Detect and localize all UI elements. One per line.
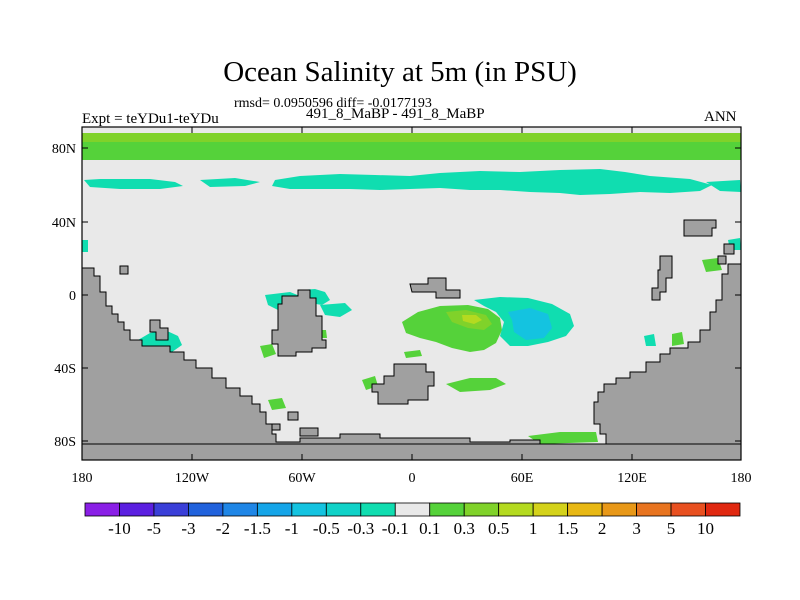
land-east-continent — [593, 263, 742, 445]
colorbar-box-17 — [670, 502, 706, 517]
colorbar-label-16: 5 — [667, 519, 676, 538]
lat-tick-labels: 80N 40N 0 40S 80S — [52, 142, 76, 450]
colorbar-box-16 — [636, 502, 672, 517]
negative-streak-north-4 — [706, 180, 741, 192]
lat-tick-80n: 80N — [52, 142, 76, 157]
arctic-band-small — [82, 142, 741, 160]
colorbar-label-15: 3 — [632, 519, 641, 538]
colorbar-box-7 — [325, 502, 362, 517]
season-label: ANN — [704, 109, 737, 125]
colorbar-label-2: -3 — [181, 519, 195, 538]
colorbar-box-15 — [601, 502, 637, 517]
colorbar-box-10 — [429, 502, 465, 517]
colorbar-label-17: 10 — [697, 519, 714, 538]
negative-streak-north-1 — [84, 179, 183, 189]
colorbar: -10 -5 -3 -2 -1.5 -1 -0.5 -0.3 -0.1 0.1 0.3 0.5 1 1.5… — [84, 502, 741, 538]
colorbar-label-6: -0.5 — [313, 519, 340, 538]
colorbar-label-5: -1 — [285, 519, 299, 538]
negative-patch-pacific-3 — [320, 303, 352, 317]
colorbar-label-11: 0.5 — [488, 519, 509, 538]
colorbar-box-1 — [119, 502, 155, 517]
colorbar-box-9 — [394, 502, 431, 517]
lon-tick-0: 0 — [409, 471, 416, 486]
land-south-pacific-islets — [271, 411, 319, 437]
positive-blip-6 — [268, 398, 286, 410]
land-north-island — [409, 277, 461, 299]
land-small-island-1 — [149, 319, 169, 341]
colorbar-box-0 — [84, 502, 120, 517]
lon-tick-180e: 180 — [731, 471, 752, 486]
negative-streak-north-2 — [200, 178, 260, 187]
colorbar-label-9: 0.1 — [419, 519, 440, 538]
colorbar-label-10: 0.3 — [454, 519, 475, 538]
lat-tick-40s: 40S — [54, 362, 76, 377]
colorbar-box-13 — [532, 502, 569, 517]
positive-blip-3 — [404, 350, 422, 358]
colorbar-label-7: -0.3 — [347, 519, 374, 538]
negative-blip-3 — [644, 334, 656, 346]
positive-blip-9 — [672, 332, 684, 346]
colorbar-label-0: -10 — [108, 519, 131, 538]
positive-blip-1 — [260, 344, 276, 358]
colorbar-box-3 — [188, 502, 224, 517]
colorbar-label-1: -5 — [147, 519, 161, 538]
experiment-label: Expt = teYDu1-teYDu — [82, 111, 219, 127]
colorbar-box-5 — [256, 502, 293, 517]
lat-tick-80s: 80S — [54, 435, 76, 450]
lon-tick-120e: 120E — [617, 471, 647, 486]
page-title: Ocean Salinity at 5m (in PSU) — [223, 56, 577, 88]
negative-streak-north-3 — [272, 169, 712, 195]
colorbar-label-12: 1 — [529, 519, 538, 538]
arctic-band-mid — [82, 133, 741, 142]
lat-tick-40n: 40N — [52, 216, 76, 231]
positive-blip-10 — [528, 432, 598, 444]
case-label: 491_8_MaBP - 491_8_MaBP — [306, 106, 485, 122]
tick-marks — [81, 127, 742, 460]
positive-blip-5 — [446, 378, 506, 392]
lon-tick-labels: 180 120W 60W 0 60E 120E 180 — [72, 471, 752, 486]
map-plot: 80N 40N 0 40S 80S 180 120W 60W 0 60E 120… — [52, 126, 752, 486]
colorbar-box-11 — [463, 502, 500, 517]
lon-tick-180w: 180 — [72, 471, 93, 486]
rmsd-subtitle: rmsd= 0.0950596 diff= -0.0177193 — [234, 96, 432, 111]
land-masses — [81, 219, 742, 461]
colorbar-box-2 — [153, 502, 189, 517]
lon-tick-120w: 120W — [175, 471, 210, 486]
lon-tick-60e: 60E — [511, 471, 534, 486]
land-east-tall-island — [651, 255, 673, 301]
colorbar-label-13: 1.5 — [557, 519, 578, 538]
positive-center-indian — [462, 315, 482, 324]
colorbar-box-8 — [360, 502, 396, 517]
colorbar-box-4 — [222, 502, 258, 517]
colorbar-box-12 — [498, 502, 534, 517]
lon-tick-60w: 60W — [288, 471, 316, 486]
colorbar-label-14: 2 — [598, 519, 607, 538]
colorbar-label-8: -0.1 — [382, 519, 409, 538]
land-east-small-1 — [723, 243, 735, 255]
colorbar-box-18 — [705, 502, 741, 517]
lat-tick-0: 0 — [69, 289, 76, 304]
colorbar-label-3: -2 — [216, 519, 230, 538]
colorbar-label-4: -1.5 — [244, 519, 271, 538]
negative-core-indian — [508, 308, 552, 340]
colorbar-box-6 — [291, 502, 327, 517]
negative-blip-2 — [82, 240, 88, 252]
land-east-small-2 — [717, 255, 727, 265]
land-central-island — [271, 289, 327, 357]
colorbar-box-14 — [567, 502, 603, 517]
land-northeast-block — [683, 219, 717, 237]
positive-blip-7 — [702, 258, 722, 272]
land-south-island — [371, 363, 435, 405]
land-small-island-2 — [119, 265, 129, 275]
